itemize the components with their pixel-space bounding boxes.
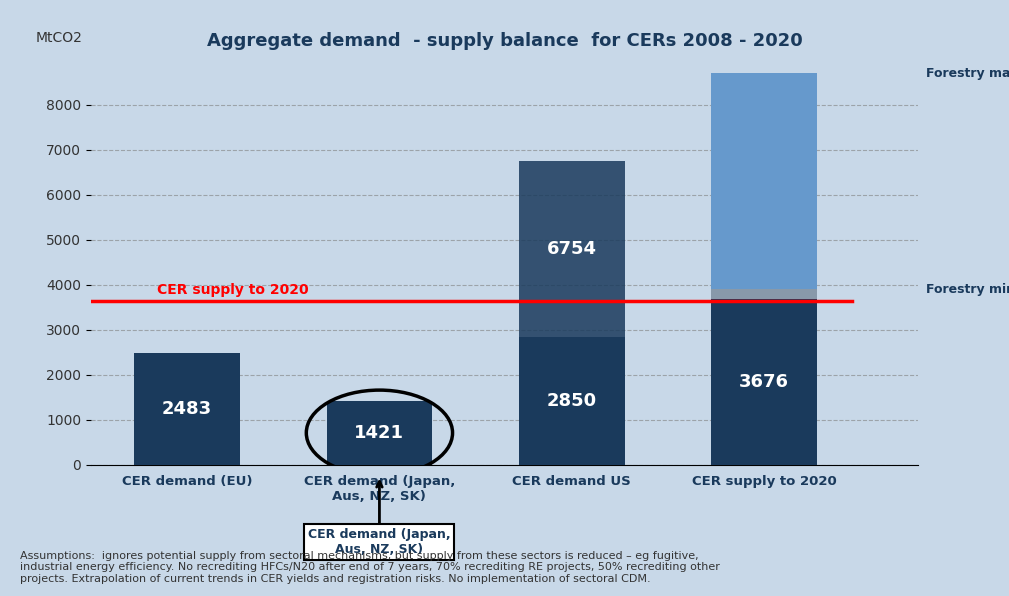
Text: 6754: 6754: [547, 240, 597, 257]
Bar: [134, 353, 240, 465]
Bar: [711, 73, 817, 289]
Bar: [711, 289, 817, 299]
Text: 2483: 2483: [162, 400, 212, 418]
Text: Forestry min: Forestry min: [926, 283, 1009, 296]
Bar: [519, 337, 625, 465]
Title: Aggregate demand  - supply balance  for CERs 2008 - 2020: Aggregate demand - supply balance for CE…: [207, 32, 802, 49]
Text: 2850: 2850: [547, 392, 597, 409]
Text: CER supply to 2020: CER supply to 2020: [157, 283, 309, 297]
Bar: [519, 161, 625, 337]
Text: MtCO2: MtCO2: [35, 31, 82, 45]
Bar: [711, 299, 817, 465]
Text: CER demand (Japan,
Aus, NZ, SK): CER demand (Japan, Aus, NZ, SK): [308, 528, 451, 556]
Text: Assumptions:  ignores potential supply from sectoral mechanisms, but supply from: Assumptions: ignores potential supply fr…: [20, 551, 720, 584]
Text: Forestry max: Forestry max: [926, 67, 1009, 80]
Text: 1421: 1421: [354, 424, 405, 442]
Bar: [327, 401, 432, 465]
Text: 3676: 3676: [740, 373, 789, 391]
